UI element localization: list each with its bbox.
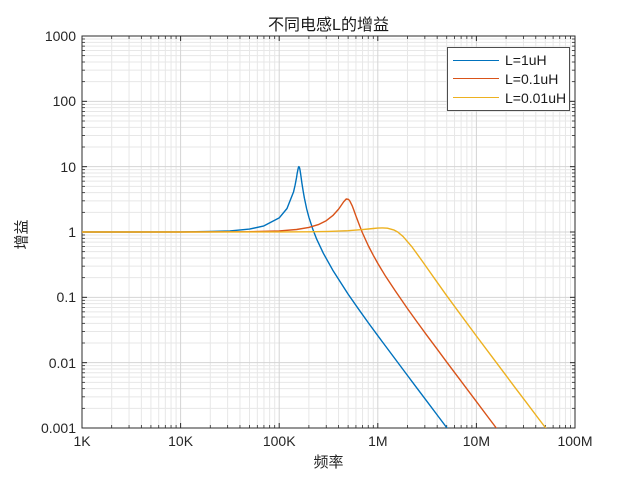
x-tick-label: 1K: [73, 433, 91, 449]
legend-line-sample: [453, 78, 499, 80]
legend-label: L=0.1uH: [505, 70, 559, 87]
legend: L=1uH L=0.1uH L=0.01uH: [447, 47, 570, 111]
x-tick-label: 10K: [168, 433, 194, 449]
x-tick-label: 1M: [368, 433, 388, 449]
y-tick-label: 1: [68, 224, 76, 240]
series-line-1: [82, 198, 498, 428]
x-tick-label: 10M: [462, 433, 491, 449]
legend-entry: L=0.01uH: [448, 89, 569, 107]
y-tick-label: 0.001: [40, 420, 76, 436]
legend-label: L=1uH: [505, 52, 547, 69]
x-axis-label: 频率: [313, 454, 344, 471]
legend-entry: L=1uH: [448, 51, 569, 69]
legend-label: L=0.01uH: [505, 89, 567, 106]
legend-line-sample: [453, 59, 499, 61]
y-tick-label: 0.01: [48, 354, 76, 371]
y-tick-label: 1000: [44, 28, 76, 44]
legend-line-sample: [453, 97, 499, 99]
x-tick-label: 100K: [262, 433, 296, 449]
series-line-2: [82, 227, 547, 428]
y-tick-label: 100: [52, 93, 76, 110]
x-tick-label: 100M: [557, 433, 593, 449]
series-line-0: [82, 165, 448, 428]
series-group: [82, 165, 547, 428]
y-tick-label: 10: [60, 158, 76, 175]
y-tick-label: 0.1: [56, 289, 76, 306]
legend-entry: L=0.1uH: [448, 70, 569, 88]
chart-title: 不同电感L的增益: [268, 17, 389, 34]
